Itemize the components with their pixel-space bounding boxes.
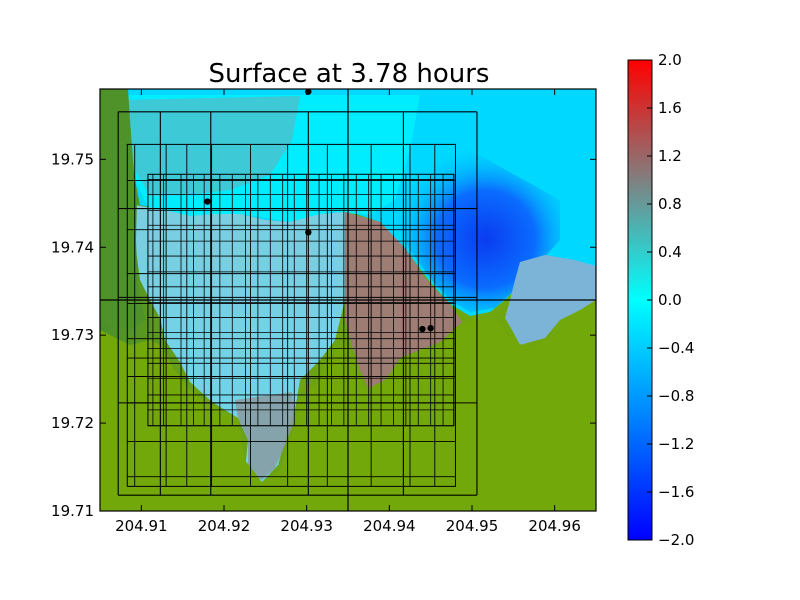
colorbar-ticks: 2.0 1.6 1.2 0.8 0.4 0.0 −0.4 −0.8 −1.2 −1.6 −2.0 [647,51,694,549]
x-tick-label: 204.96 [528,517,581,535]
ocean-near-shore [120,95,420,222]
amr-patch-grid [100,89,596,511]
x-tick-label: 204.94 [363,517,416,535]
colorbar-tick-label: −1.6 [658,483,694,501]
colorbar-tick-label: 0.8 [658,195,682,213]
colorbar-tick-label: 1.6 [658,99,682,117]
colorbar-tick-label: 1.2 [658,147,682,165]
gauge-marker [305,229,312,236]
y-tick-label: 19.72 [51,414,94,432]
colorbar-tick-label: −0.4 [658,339,694,357]
x-axis-ticks: 204.91 204.92 204.93 204.94 204.95 204.96 [115,89,581,535]
x-tick-label: 204.93 [280,517,333,535]
colorbar-tick-label: −0.8 [658,387,694,405]
gauge-marker [204,198,211,205]
colorbar-tick-label: −2.0 [658,531,694,549]
y-axis-ticks: 19.71 19.72 19.73 19.74 19.75 [51,150,596,520]
gauge-marker [427,324,434,332]
y-tick-label: 19.71 [51,502,94,520]
colorbar-tick-label: −1.2 [658,435,694,453]
x-tick-label: 204.92 [198,517,251,535]
inundated-mid [235,392,295,480]
patch-box [126,143,456,487]
x-tick-label: 204.95 [446,517,499,535]
axes-frame [99,88,597,512]
gauge-marker [419,325,426,333]
y-tick-label: 19.75 [51,150,94,168]
colorbar-tick-label: 0.0 [658,291,682,309]
colorbar-tick-label: 2.0 [658,51,682,69]
inundated-western-tint [120,96,300,196]
y-tick-label: 19.74 [51,238,94,256]
fine-patch-box [147,173,455,427]
gauge-markers [204,88,434,333]
x-tick-label: 204.91 [115,517,168,535]
chart-title: Surface at 3.78 hours [209,59,490,89]
y-tick-label: 19.73 [51,326,94,344]
colorbar-tick-label: 0.4 [658,243,682,261]
